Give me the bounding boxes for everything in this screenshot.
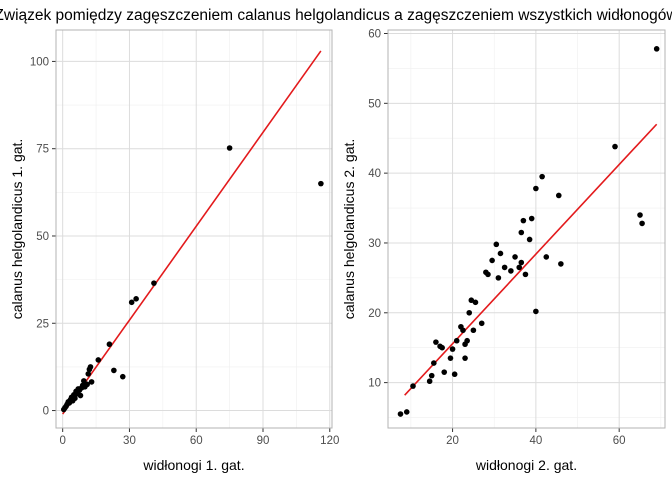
data-point (84, 381, 90, 388)
y-tick-label: 40 (368, 168, 381, 180)
data-point (497, 250, 504, 257)
y-tick-label: 50 (368, 98, 381, 110)
data-point (447, 355, 454, 361)
data-point (128, 299, 135, 306)
data-point (460, 327, 466, 334)
data-point (119, 373, 126, 380)
y-axis-title: calanus helgolandicus 2. gat. (341, 139, 357, 320)
data-point (426, 378, 433, 385)
data-point (501, 264, 508, 271)
figure-title: Związek pomiędzy zagęszczeniem calanus h… (0, 7, 672, 24)
y-tick-label: 75 (36, 144, 49, 156)
data-point (558, 261, 564, 267)
data-point (526, 236, 533, 243)
data-point (516, 264, 523, 271)
data-point (318, 180, 324, 187)
data-point (485, 271, 491, 278)
data-point (88, 379, 95, 385)
x-tick-label: 90 (257, 435, 270, 447)
data-point (462, 355, 468, 361)
data-point (410, 383, 416, 389)
data-point (555, 192, 562, 199)
data-point (428, 372, 435, 379)
y-tick-label: 100 (30, 56, 49, 68)
data-point (520, 217, 527, 224)
data-point (106, 341, 113, 348)
data-point (451, 371, 458, 378)
data-point (489, 257, 495, 264)
data-point (397, 411, 404, 417)
data-point (612, 143, 618, 150)
data-point (433, 339, 439, 345)
y-axis-title: calanus helgolandicus 1. gat. (9, 139, 25, 320)
y-tick-label: 60 (368, 28, 381, 40)
x-tick-label: 40 (529, 435, 542, 447)
y-tick-label: 30 (368, 238, 381, 250)
x-tick-label: 60 (190, 435, 203, 447)
panel-border (387, 29, 666, 429)
x-axis-title: widłonogi 1. gat. (142, 457, 244, 473)
data-point (151, 280, 157, 286)
data-point (431, 360, 437, 366)
data-point (470, 327, 477, 334)
data-point (441, 369, 448, 375)
data-point (87, 364, 94, 370)
data-point (466, 309, 473, 316)
x-tick-label: 120 (320, 435, 339, 447)
x-tick-label: 20 (446, 435, 459, 447)
data-point (518, 229, 525, 236)
data-point (468, 297, 475, 304)
x-tick-label: 60 (613, 435, 626, 447)
data-point (639, 220, 645, 227)
data-point (539, 173, 545, 180)
data-point (637, 212, 643, 218)
right-panel: 20 40 60 10 20 30 40 50 60 widłonogi 2. gat. calan… (341, 28, 666, 473)
x-tick-label: 0 (59, 435, 65, 447)
panel-border (55, 29, 333, 429)
data-point (653, 46, 660, 52)
data-point (449, 346, 456, 352)
data-point (533, 185, 539, 192)
data-point (72, 395, 78, 402)
data-point (478, 320, 485, 327)
x-tick-label: 30 (123, 435, 136, 447)
data-point (439, 344, 445, 351)
data-point (543, 254, 550, 260)
data-point (533, 308, 539, 315)
y-tick-label: 10 (368, 378, 381, 390)
data-point (77, 392, 84, 399)
data-point (95, 357, 102, 363)
data-point (133, 296, 139, 302)
y-tick-label: 50 (36, 231, 49, 243)
data-point (85, 371, 92, 377)
x-axis-title: widłonogi 2. gat. (475, 457, 577, 473)
left-panel: 0 30 60 90 120 0 25 50 75 100 widłonogi 1. gat. cal… (9, 29, 339, 473)
data-point (464, 337, 470, 344)
y-tick-label: 20 (368, 308, 381, 320)
data-point (493, 241, 500, 248)
data-point (495, 275, 502, 281)
data-point (472, 299, 479, 306)
data-point (512, 254, 518, 260)
data-point (528, 215, 535, 222)
regression-line (62, 50, 322, 415)
data-point (226, 145, 233, 151)
data-point (111, 367, 117, 374)
y-tick-label: 0 (43, 406, 49, 418)
regression-line (404, 123, 658, 396)
data-point (81, 378, 87, 384)
data-point (518, 259, 525, 266)
y-tick-label: 25 (36, 318, 49, 330)
data-point (508, 268, 514, 274)
data-point (522, 271, 529, 278)
data-point (403, 409, 410, 415)
data-point (453, 337, 460, 344)
